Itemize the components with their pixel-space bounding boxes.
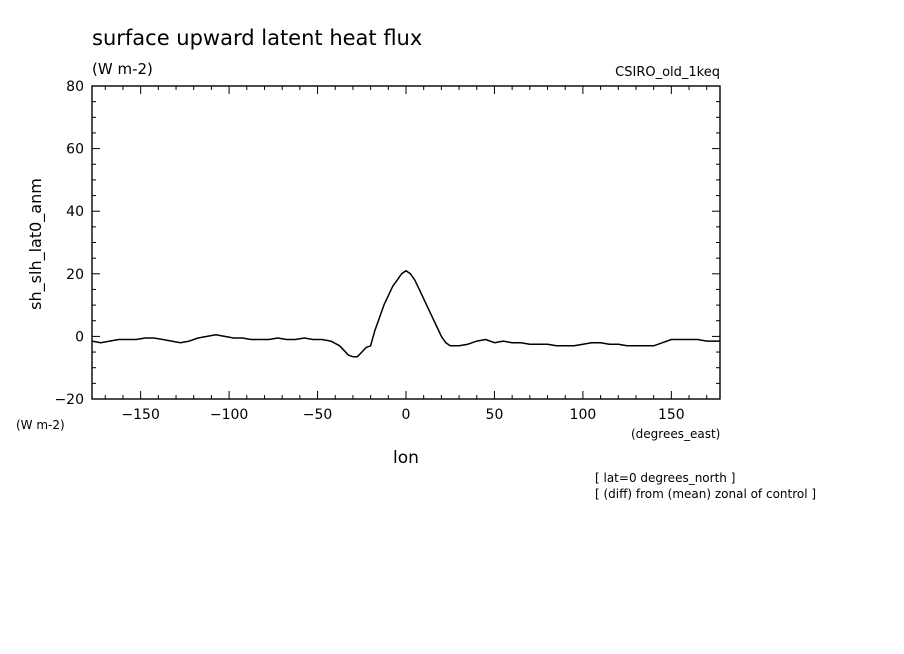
y-tick-label: 40: [66, 204, 84, 220]
series-line: [91, 269, 720, 358]
y-axis-units: (W m-2): [16, 418, 65, 432]
y-axis-label: sh_slh_lat0_anm: [26, 178, 46, 310]
units-label: (W m-2): [92, 60, 153, 78]
x-tick-label: 100: [570, 407, 597, 423]
y-tick-label: 80: [66, 79, 84, 95]
x-tick-label: 150: [658, 407, 685, 423]
x-tick-label: −150: [121, 407, 159, 423]
plot-frame: [91, 85, 721, 400]
tick-labels: −150 −100 −50 0 50 100 150 −20 0 20 40 60 80: [54, 79, 684, 423]
note-diff: [ (diff) from (mean) zonal of control ]: [595, 487, 816, 501]
y-tick-label: 0: [75, 329, 84, 345]
x-axis-units: (degrees_east): [631, 427, 720, 441]
x-tick-label: −100: [210, 407, 248, 423]
x-tick-label: 50: [486, 407, 504, 423]
note-latitude: [ lat=0 degrees_north ]: [595, 471, 735, 485]
x-tick-label: 0: [402, 407, 411, 423]
y-tick-label: −20: [54, 392, 84, 408]
model-label: CSIRO_old_1keq: [615, 65, 720, 80]
y-tick-label: 60: [66, 142, 84, 158]
chart-title: surface upward latent heat flux: [92, 26, 422, 50]
axis-ticks: [92, 85, 720, 400]
x-axis-label: lon: [393, 448, 419, 468]
x-tick-label: −50: [303, 407, 333, 423]
y-tick-label: 20: [66, 267, 84, 283]
